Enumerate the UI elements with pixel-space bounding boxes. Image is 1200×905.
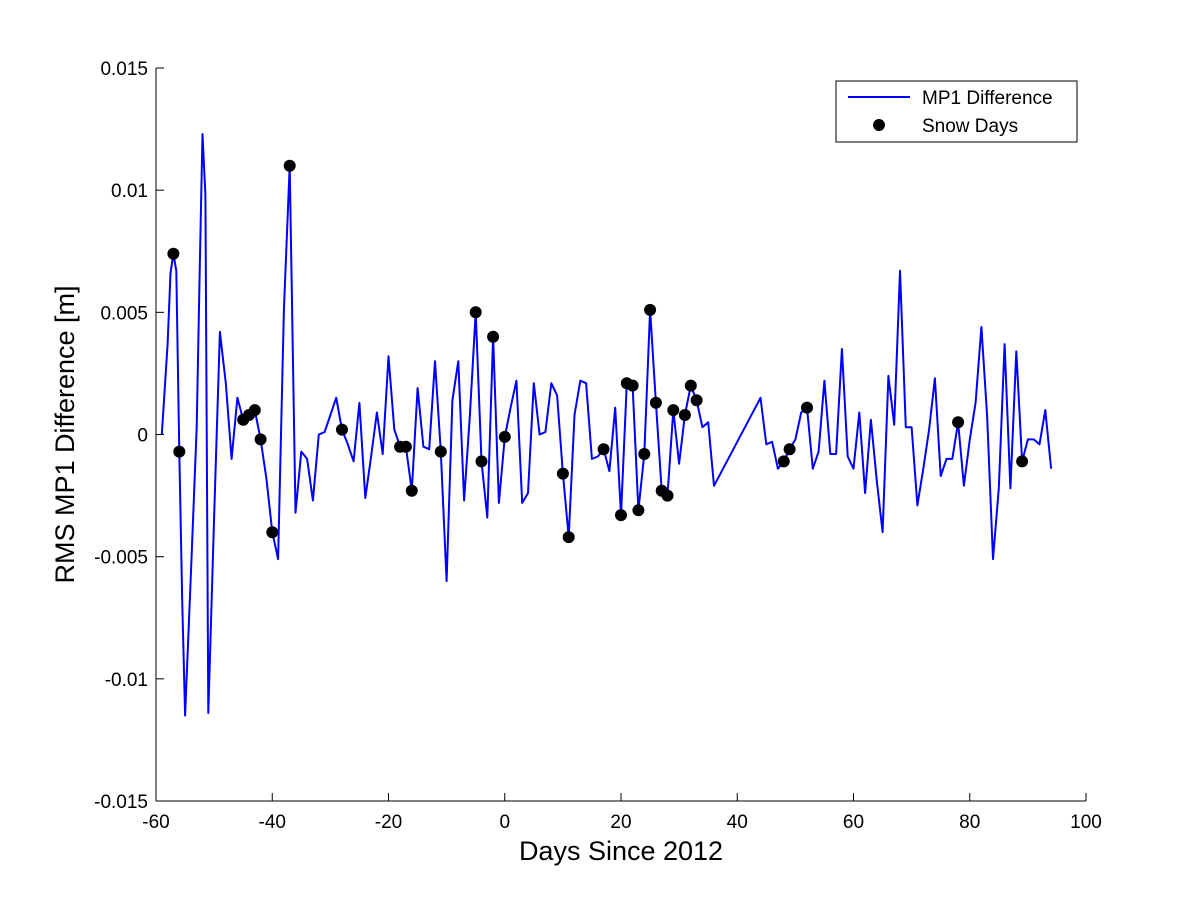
series-point-snow-days	[498, 430, 511, 443]
series-point-snow-days	[399, 440, 412, 453]
x-tick-label: 100	[1070, 812, 1102, 833]
y-axis-label: RMS MP1 Difference [m]	[50, 285, 80, 583]
y-tick-label: 0.005	[100, 303, 148, 324]
legend-box	[835, 80, 1078, 143]
series-point-snow-days	[173, 445, 186, 458]
x-axis-label: Days Since 2012	[519, 836, 723, 866]
series-point-snow-days	[649, 396, 662, 409]
tick-layer: -60 -40 -20 0 20 40 60 80 100 -0.015 -0.01 -0.005 0 0…	[94, 59, 1102, 833]
series-point-snow-days	[661, 489, 674, 502]
series-point-snow-days	[248, 404, 261, 417]
series-point-snow-days	[266, 526, 279, 539]
series-layer	[160, 133, 1053, 717]
y-tick-label: -0.015	[94, 792, 148, 813]
series-point-snow-days	[434, 445, 447, 458]
series-point-snow-days	[283, 159, 296, 172]
series-point-snow-days	[690, 394, 703, 407]
legend-entry-snow-days: Snow Days	[922, 116, 1018, 137]
series-point-snow-days	[684, 379, 697, 392]
series-point-snow-days	[678, 409, 691, 421]
x-tick-label: 40	[727, 812, 748, 833]
series-point-snow-days	[556, 467, 569, 480]
y-tick-label: -0.005	[94, 548, 148, 569]
series-point-snow-days	[638, 448, 651, 460]
series-point-snow-days	[644, 303, 657, 316]
y-tick-label: 0.01	[111, 181, 148, 202]
series-point-snow-days	[667, 404, 680, 417]
y-tick-label: 0.015	[100, 59, 148, 80]
series-point-snow-days	[597, 443, 610, 456]
series-point-snow-days	[626, 379, 639, 392]
series-point-snow-days	[469, 306, 482, 319]
series-point-snow-days	[405, 484, 418, 497]
x-tick-label: 20	[610, 812, 631, 833]
x-tick-label: -20	[375, 812, 402, 833]
series-point-snow-days	[615, 509, 627, 522]
series-line-mp1-difference	[160, 133, 1053, 717]
series-point-snow-days	[632, 504, 645, 517]
series-point-snow-days	[562, 531, 575, 544]
series-point-snow-days	[952, 416, 965, 429]
plot-area	[156, 68, 1086, 801]
series-point-snow-days	[336, 423, 348, 436]
series-point-snow-days	[1016, 455, 1029, 468]
x-tick-label: -40	[259, 812, 286, 833]
legend: MP1 Difference Snow Days	[835, 80, 1078, 143]
legend-marker-swatch	[873, 119, 885, 131]
series-point-snow-days	[777, 455, 790, 468]
x-tick-label: 60	[843, 812, 864, 833]
series-point-snow-days	[167, 247, 180, 260]
y-tick-label: -0.01	[105, 670, 148, 691]
x-tick-label: -60	[142, 812, 169, 833]
x-tick-label: 80	[959, 812, 980, 833]
series-point-snow-days	[783, 443, 796, 456]
series-point-snow-days	[475, 455, 488, 468]
legend-entry-mp1-difference: MP1 Difference	[922, 88, 1053, 109]
x-tick-label: 0	[499, 812, 510, 833]
series-point-snow-days	[487, 330, 500, 343]
series-point-snow-days	[254, 433, 267, 446]
series-point-snow-days	[801, 401, 813, 414]
y-tick-label: 0	[137, 426, 148, 447]
